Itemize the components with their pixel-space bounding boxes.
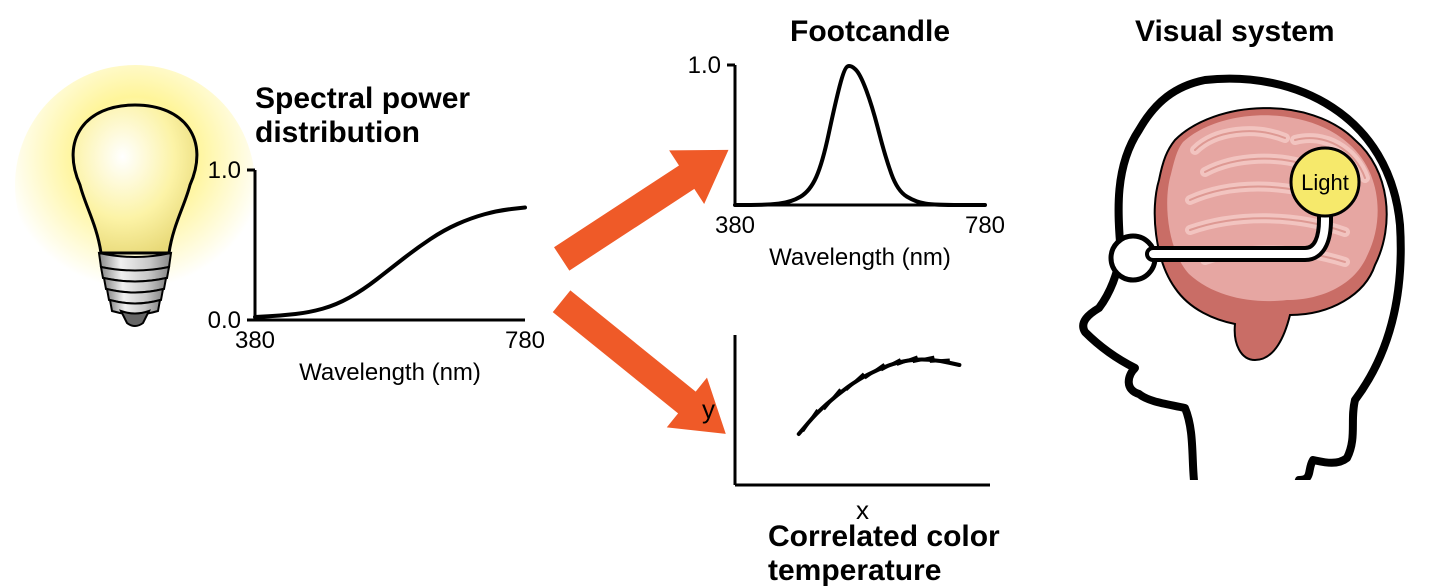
x-tick-label: 380 bbox=[715, 212, 755, 239]
cct-tick bbox=[846, 374, 864, 390]
cct-tick bbox=[824, 389, 841, 409]
curve bbox=[255, 208, 525, 318]
y-axis-label: y bbox=[702, 394, 715, 424]
x-tick-label: 380 bbox=[235, 327, 275, 354]
x-axis-label: Wavelength (nm) bbox=[769, 244, 951, 271]
cct-chart: yx bbox=[675, 325, 1030, 535]
x-tick-label: 780 bbox=[965, 212, 1005, 239]
cct-tick bbox=[930, 360, 950, 361]
x-axis-label: Wavelength (nm) bbox=[299, 359, 481, 386]
cct-chart-title: Correlated color temperature bbox=[768, 520, 1000, 588]
cct-tick bbox=[803, 410, 818, 431]
visual-system-diagram: Light bbox=[1055, 60, 1415, 480]
spd-chart-title: Spectral power distribution bbox=[255, 82, 470, 150]
curve bbox=[735, 66, 985, 205]
y-tick-label: 1.0 bbox=[208, 157, 241, 184]
footcandle-chart-title: Footcandle bbox=[790, 15, 950, 49]
y-tick-label: 1.0 bbox=[688, 52, 721, 79]
light-label: Light bbox=[1301, 170, 1349, 195]
spd-chart: 0.01.0380780Wavelength (nm) bbox=[185, 150, 575, 400]
x-tick-label: 780 bbox=[505, 327, 545, 354]
planckian-locus bbox=[799, 360, 960, 435]
bulb-base bbox=[99, 253, 171, 326]
cct-tick bbox=[865, 364, 885, 378]
visual-system-title: Visual system bbox=[1135, 15, 1335, 49]
